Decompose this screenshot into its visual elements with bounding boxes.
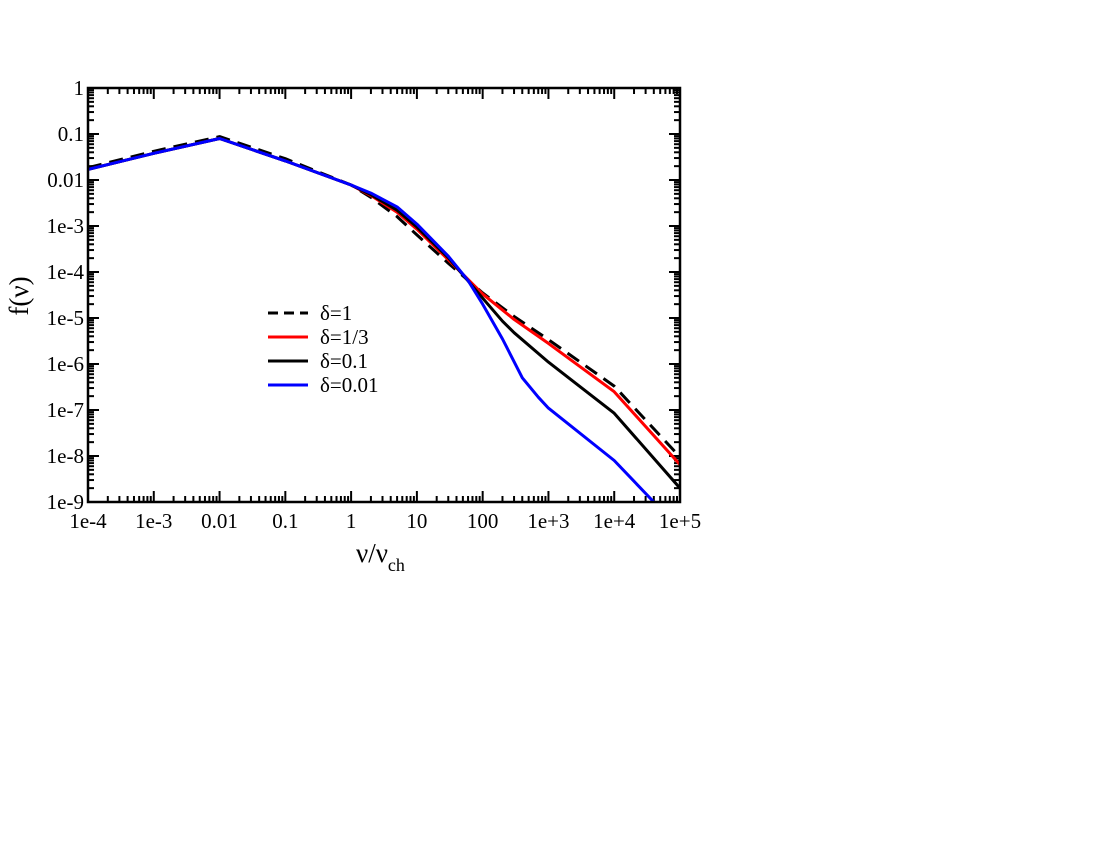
series-line-1 (88, 135, 680, 459)
series-line-4 (88, 137, 655, 502)
y-tick-label: 1e-8 (47, 444, 84, 468)
x-tick-label: 1e+5 (659, 509, 701, 533)
legend-label-1: δ=1 (320, 301, 352, 325)
y-tick-label: 1e-7 (47, 398, 84, 422)
x-tick-label: 10 (406, 509, 427, 533)
x-tick-label: 0.01 (201, 509, 238, 533)
x-tick-label: 100 (467, 509, 499, 533)
x-tick-label: 0.1 (272, 509, 298, 533)
x-axis-title-subscript: ch (388, 555, 405, 575)
series-line-2 (88, 137, 680, 466)
x-tick-label: 1e-3 (135, 509, 172, 533)
x-tick-label: 1 (346, 509, 357, 533)
y-tick-label: 1 (74, 76, 85, 100)
series-group (88, 135, 680, 502)
y-tick-label: 1e-3 (47, 214, 84, 238)
y-tick-label: 1e-4 (47, 260, 85, 284)
legend-label-4: δ=0.01 (320, 373, 379, 397)
x-tick-label: 1e+4 (593, 509, 636, 533)
axis-ticks (87, 87, 681, 503)
y-tick-label: 0.01 (47, 168, 84, 192)
x-tick-label: 1e+3 (527, 509, 569, 533)
plot-frame (86, 86, 682, 504)
y-tick-label: 1e-9 (47, 490, 84, 514)
y-axis-title: f(ν) (4, 276, 34, 315)
y-tick-label: 0.1 (58, 122, 84, 146)
legend-label-2: δ=1/3 (320, 325, 369, 349)
y-tick-label: 1e-5 (47, 306, 84, 330)
series-line-3 (88, 137, 680, 490)
x-axis-title: ν/νch (356, 538, 405, 575)
legend: δ=1δ=1/3δ=0.1δ=0.01 (268, 301, 379, 397)
x-axis-title-main: ν/ν (356, 538, 388, 568)
legend-label-3: δ=0.1 (320, 349, 368, 373)
x-tick-label: 1e-4 (69, 509, 107, 533)
y-tick-label: 1e-6 (47, 352, 84, 376)
